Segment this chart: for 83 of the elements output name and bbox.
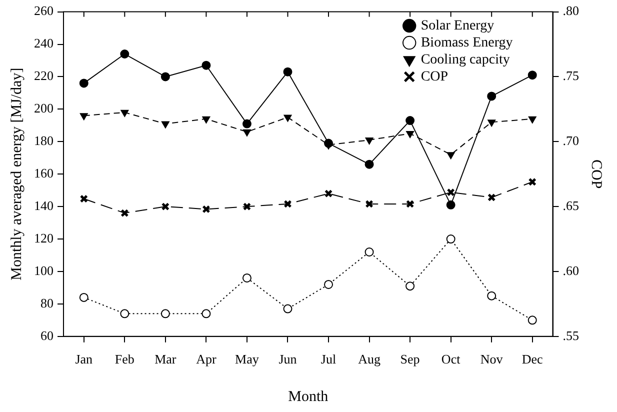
point [406,282,415,291]
point [284,114,292,122]
point [446,152,455,160]
point [324,280,334,289]
point [528,316,537,325]
point [120,309,130,318]
point [365,200,374,208]
y-tick-label: 200 [34,100,54,116]
point [446,200,456,210]
y-tick-label: 260 [34,3,54,18]
x-tick-label: Nov [480,352,504,367]
point [488,120,496,127]
y-tick-label: 220 [34,68,54,84]
point [488,193,496,202]
x-tick-label: Apr [196,352,217,367]
point [202,205,210,214]
y2-axis-title: COP [588,160,604,189]
x-tick-label: May [235,352,260,367]
point [364,160,374,169]
point [120,50,130,58]
point [364,248,374,257]
legend-label: Biomass Energy [420,35,513,50]
point [160,309,170,318]
point [528,70,537,80]
legend-label: Solar Energy [420,18,494,34]
y-tick-label: 120 [34,230,54,246]
point [160,72,170,82]
point [406,131,414,138]
y2-tick-label: .60 [562,262,579,278]
point [242,202,252,211]
x-tick-label: Mar [154,352,177,367]
point [242,273,252,282]
point [283,67,292,76]
x-tick-label: Jun [278,352,298,367]
point [487,92,496,101]
point [120,208,129,218]
point [120,110,129,117]
point [79,78,88,88]
y-tick-label: 180 [34,133,54,148]
x-tick-label: Oct [441,352,461,367]
point [406,200,414,208]
point [365,138,374,145]
point [202,309,211,318]
y-axis-title: Monthly averaged energy [MJ/day] [8,68,25,280]
y2-tick-label: .70 [562,133,579,148]
point [80,194,88,203]
point [79,292,88,302]
x-tick-label: Sep [400,352,420,367]
legend-label: COP [420,69,448,84]
point [324,190,333,198]
point [446,234,456,244]
y-tick-label: 140 [34,198,54,213]
point [161,121,170,128]
y-tick-label: 160 [34,166,54,181]
y-tick-label: 240 [34,36,54,51]
point [80,113,88,120]
point [202,60,211,70]
point [242,119,252,128]
x-tick-label: Jan [75,352,94,367]
point [406,116,415,126]
y-tick-label: 80 [40,295,54,310]
y2-tick-label: .55 [562,328,579,343]
point [202,116,210,124]
x-tick-label: Feb [114,352,134,367]
point [487,291,496,300]
y-tick-label: 100 [34,262,54,278]
point [161,202,170,211]
point [528,178,536,186]
x-tick-label: Aug [358,352,381,367]
y2-tick-label: .65 [562,198,579,213]
point [446,188,455,196]
x-axis-title: Month [288,388,329,405]
point [243,129,251,136]
y-tick-label: 60 [40,328,54,343]
x-tick-label: Dec [522,352,544,367]
y2-tick-label: .75 [562,68,579,84]
legend-label: Cooling capcity [420,52,510,68]
point [283,304,292,314]
point [528,116,536,124]
point [324,142,332,150]
point [284,200,292,208]
y2-tick-label: .80 [562,3,579,18]
x-tick-label: Jul [320,352,336,367]
